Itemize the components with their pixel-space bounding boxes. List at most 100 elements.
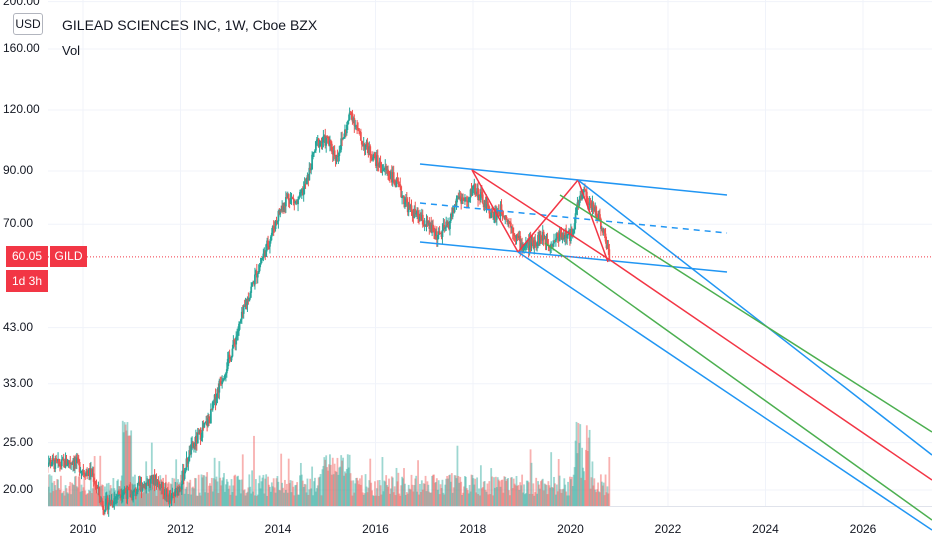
currency-button[interactable]: USD [13,13,43,35]
candle-body [274,220,277,230]
volume-bar [540,479,543,506]
candle-body [155,479,158,485]
volume-bar [604,474,607,506]
volume-bar [465,488,468,506]
volume-bar [47,486,50,506]
volume-bar [574,440,577,506]
volume-bar [376,480,379,506]
pitchfork-median-line [612,261,932,481]
volume-bar [510,477,513,506]
candle-body [157,479,160,483]
candle-body [60,459,63,467]
candle-body [529,238,532,246]
volume-bar [220,485,223,506]
volume-bar [128,435,131,506]
volume-bar [509,477,512,506]
volume-bar [315,488,318,506]
candle-body [401,196,404,198]
volume-bar [146,475,149,506]
candle-body [563,237,566,239]
volume-bar [288,483,291,506]
volume-bar [371,490,374,506]
candle-body [206,421,209,426]
volume-bar [579,424,582,506]
candle-body [332,150,335,155]
candle-body [377,164,380,167]
volume-bar [430,492,433,506]
candle-body [73,461,75,466]
volume-bar [534,492,537,506]
candle-body [98,487,101,497]
volume-bar [394,495,397,506]
candle-body [420,214,423,221]
candle-body [116,496,119,498]
candle-body [82,470,85,473]
candle-body [68,460,71,463]
candle-body [514,236,517,239]
volume-bar [412,491,415,506]
volume-bar [509,495,511,506]
candle-body [474,183,477,194]
candle-body [524,243,527,246]
candle-body [307,175,310,181]
candle-body [339,149,342,152]
candle-body [133,490,135,492]
candle-body [146,482,149,484]
volume-bar [581,447,584,506]
volume-bar [191,487,194,506]
candle-body [411,210,414,216]
candle-body [260,260,263,264]
candle-body [350,112,353,114]
volume-bar [218,461,221,506]
candle-body [235,336,238,345]
candle-body [152,475,155,484]
candle-body [460,197,463,204]
volume-bar [549,487,552,506]
volume-bar [208,485,210,506]
candle-body [115,497,118,499]
volume-bar [126,422,129,506]
candle-body [432,224,434,232]
candle-body [113,498,116,505]
volume-bar [91,488,94,506]
volume-bar [247,487,250,506]
candle-body [433,231,435,233]
candle-body [592,202,595,208]
candle-body [239,319,242,322]
volume-bar [353,492,356,506]
candle-body [140,482,143,491]
candle-body [130,494,133,498]
candle-body [421,214,424,225]
volume-bar [268,484,270,506]
volume-bar [147,493,149,506]
candle-body [427,220,430,224]
volume-bar [577,422,580,506]
volume-bar [332,474,335,506]
volume-bar [446,475,449,506]
volume-bar [521,474,524,506]
candle-body [283,206,285,211]
volume-bar [210,477,213,506]
volume-bar [361,492,364,506]
volume-bar [305,492,308,506]
candles [43,107,611,517]
volume-bar [489,494,492,506]
candle-body [177,488,179,496]
volume-bar [161,494,164,506]
volume-bar [410,474,413,506]
candle-body [321,141,324,143]
candle-body [302,187,305,196]
volume-bar [102,485,104,506]
candle-body [552,243,554,247]
volume-bar [197,474,200,506]
volume-bar [246,491,249,506]
candle-body [480,192,483,195]
candle-body [375,155,378,166]
candle-body [497,210,500,215]
candle-body [269,241,271,247]
candle-body [183,471,186,479]
volume-bar [270,482,273,506]
candle-body [578,200,581,206]
